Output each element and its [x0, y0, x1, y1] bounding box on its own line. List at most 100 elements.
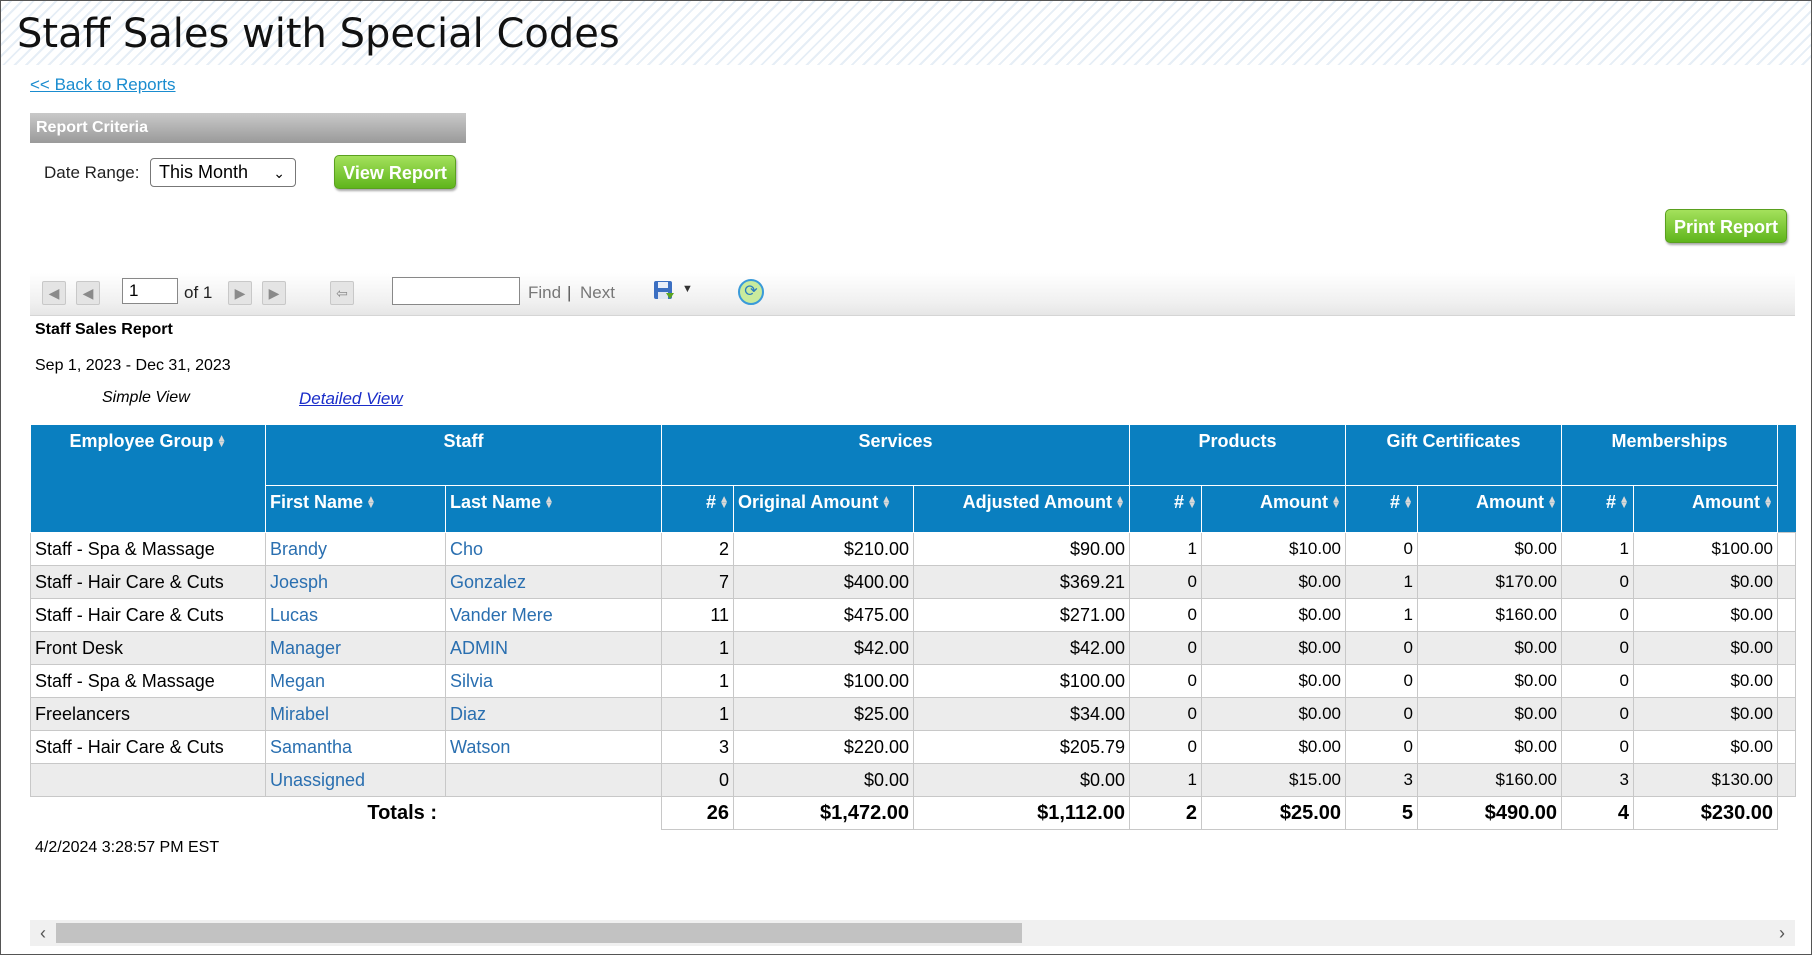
- services-count-cell: 2: [661, 532, 734, 566]
- products-count-header[interactable]: # ▲ ▼: [1129, 485, 1202, 533]
- gift-count-header[interactable]: # ▲ ▼: [1345, 485, 1418, 533]
- last-name-link[interactable]: ADMIN: [445, 631, 662, 665]
- total-gift-amount: $490.00: [1417, 796, 1562, 830]
- products-count-cell: 1: [1129, 763, 1202, 797]
- sort-icon[interactable]: ▲ ▼: [1187, 494, 1197, 512]
- first-name-link[interactable]: Unassigned: [265, 763, 446, 797]
- first-page-icon[interactable]: ◀: [42, 281, 66, 305]
- employee-group-cell: [30, 763, 266, 797]
- sort-icon[interactable]: ▲ ▼: [216, 433, 227, 451]
- gift-count-cell: 0: [1345, 730, 1418, 764]
- refresh-icon[interactable]: ⟳: [738, 279, 764, 305]
- table-row: Freelancers Mirabel Diaz 1 $25.00 $34.00 0 $0.0…: [30, 697, 1796, 731]
- find-link[interactable]: Find: [528, 283, 562, 302]
- first-name-header[interactable]: First Name ▲ ▼: [265, 485, 446, 533]
- row-overflow: [1777, 664, 1796, 698]
- find-next-link[interactable]: Next: [580, 283, 615, 302]
- horizontal-scrollbar[interactable]: ‹ ›: [30, 920, 1795, 946]
- first-name-link[interactable]: Mirabel: [265, 697, 446, 731]
- sort-icon[interactable]: ▲ ▼: [544, 494, 554, 512]
- back-to-reports-link[interactable]: << Back to Reports: [30, 75, 176, 94]
- first-name-link[interactable]: Samantha: [265, 730, 446, 764]
- scrollbar-thumb[interactable]: [56, 923, 1022, 943]
- original-amount-header[interactable]: Original Amount ▲ ▼: [733, 485, 914, 533]
- employee-group-cell: Staff - Hair Care & Cuts: [30, 565, 266, 599]
- sort-icon[interactable]: ▲ ▼: [719, 494, 729, 512]
- last-name-link[interactable]: Watson: [445, 730, 662, 764]
- adjusted-amount-cell: $100.00: [913, 664, 1130, 698]
- products-amount-cell: $0.00: [1201, 631, 1346, 665]
- find-separator: |: [567, 283, 572, 302]
- print-report-button[interactable]: Print Report: [1665, 209, 1787, 243]
- first-name-link[interactable]: Joesph: [265, 565, 446, 599]
- page-count-label: of 1: [184, 283, 213, 302]
- membership-count-cell: 0: [1561, 730, 1634, 764]
- gift-count-cell: 0: [1345, 664, 1418, 698]
- row-overflow: [1777, 697, 1796, 731]
- products-count-cell: 0: [1129, 730, 1202, 764]
- adjusted-amount-cell: $90.00: [913, 532, 1130, 566]
- gift-count-cell: 1: [1345, 565, 1418, 599]
- last-name-link[interactable]: Gonzalez: [445, 565, 662, 599]
- membership-amount-cell: $0.00: [1633, 697, 1778, 731]
- adjusted-amount-header[interactable]: Adjusted Amount ▲ ▼: [913, 485, 1130, 533]
- first-name-link[interactable]: Megan: [265, 664, 446, 698]
- sort-icon[interactable]: ▲ ▼: [1403, 494, 1413, 512]
- table-row: Unassigned 0 $0.00 $0.00 1 $15.00 3 $160.00 3 $13…: [30, 763, 1796, 797]
- products-count-cell: 0: [1129, 565, 1202, 599]
- last-name-link[interactable]: [445, 763, 662, 797]
- scroll-right-icon[interactable]: ›: [1779, 923, 1785, 943]
- first-name-link[interactable]: Lucas: [265, 598, 446, 632]
- first-name-link[interactable]: Manager: [265, 631, 446, 665]
- membership-count-cell: 0: [1561, 565, 1634, 599]
- sort-icon[interactable]: ▲ ▼: [366, 494, 376, 512]
- first-name-link[interactable]: Brandy: [265, 532, 446, 566]
- total-products-count: 2: [1129, 796, 1202, 830]
- original-amount-cell: $220.00: [733, 730, 914, 764]
- employee-group-cell: Front Desk: [30, 631, 266, 665]
- last-page-icon[interactable]: ▶: [262, 281, 286, 305]
- last-name-link[interactable]: Cho: [445, 532, 662, 566]
- header-overflow: [1777, 424, 1796, 533]
- adjusted-amount-cell: $0.00: [913, 763, 1130, 797]
- employee-group-header[interactable]: Employee Group ▲ ▼: [30, 424, 266, 533]
- membership-amount-cell: $100.00: [1633, 532, 1778, 566]
- sort-icon[interactable]: ▲ ▼: [1547, 494, 1557, 512]
- export-dropdown-icon[interactable]: ▼: [682, 283, 693, 295]
- last-name-header[interactable]: Last Name ▲ ▼: [445, 485, 662, 533]
- back-to-parent-icon[interactable]: ⇦: [330, 281, 354, 305]
- find-text-input[interactable]: [392, 277, 520, 305]
- services-group-header: Services: [661, 424, 1130, 486]
- scroll-left-icon[interactable]: ‹: [40, 923, 46, 943]
- next-page-icon[interactable]: ▶: [228, 281, 252, 305]
- employee-group-cell: Staff - Hair Care & Cuts: [30, 598, 266, 632]
- page-number-input[interactable]: 1: [122, 278, 178, 304]
- previous-page-icon[interactable]: ◀: [76, 281, 100, 305]
- view-report-button[interactable]: View Report: [334, 155, 456, 189]
- export-save-icon[interactable]: [652, 279, 676, 303]
- last-name-link[interactable]: Vander Mere: [445, 598, 662, 632]
- last-name-link[interactable]: Silvia: [445, 664, 662, 698]
- report-title: Staff Sales Report: [35, 321, 173, 338]
- employee-group-cell: Staff - Hair Care & Cuts: [30, 730, 266, 764]
- last-name-link[interactable]: Diaz: [445, 697, 662, 731]
- membership-amount-header[interactable]: Amount ▲ ▼: [1633, 485, 1778, 533]
- gift-amount-header[interactable]: Amount ▲ ▼: [1417, 485, 1562, 533]
- membership-amount-cell: $0.00: [1633, 598, 1778, 632]
- sort-icon[interactable]: ▲ ▼: [881, 494, 892, 512]
- products-amount-header[interactable]: Amount ▲ ▼: [1201, 485, 1346, 533]
- date-range-value: This Month: [159, 162, 249, 182]
- sort-icon[interactable]: ▲ ▼: [1763, 494, 1773, 512]
- total-membership-count: 4: [1561, 796, 1634, 830]
- employee-group-cell: Freelancers: [30, 697, 266, 731]
- page-title: Staff Sales with Special Codes: [17, 11, 620, 57]
- date-range-select[interactable]: This Month ⌄: [150, 158, 296, 187]
- membership-count-header[interactable]: # ▲ ▼: [1561, 485, 1634, 533]
- services-count-header[interactable]: # ▲ ▼: [661, 485, 734, 533]
- sort-icon[interactable]: ▲ ▼: [1619, 494, 1629, 512]
- sort-icon[interactable]: ▲ ▼: [1331, 494, 1341, 512]
- products-amount-cell: $10.00: [1201, 532, 1346, 566]
- detailed-view-link[interactable]: Detailed View: [299, 389, 403, 408]
- row-overflow: [1777, 631, 1796, 665]
- sort-icon[interactable]: ▲ ▼: [1115, 494, 1125, 512]
